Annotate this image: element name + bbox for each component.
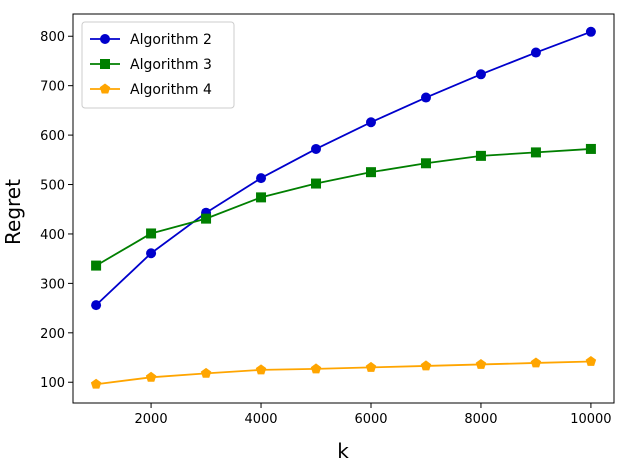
legend-marker-algorithm-3 [100,59,110,69]
algorithm-3-point-5000 [311,178,322,189]
algorithm-2-line [95,30,592,306]
algorithm-3-point-10000 [585,143,596,154]
x-tick-label-4000: 4000 [244,412,277,427]
x-tick-label-8000: 8000 [464,412,497,427]
algorithm-3-point-3000 [201,213,212,224]
algorithm-3-point-8000 [475,150,486,161]
y-axis-label: Regret [1,179,25,245]
x-axis-label: k [337,439,349,463]
algorithm-4-point-6000 [365,361,377,372]
algorithm-4-point-9000 [530,357,542,368]
algorithm-4-point-3000 [200,367,212,378]
y-tick-label-500: 500 [40,179,65,194]
x-tick-label-6000: 6000 [354,412,387,427]
algorithm-2-point-2000 [146,248,157,259]
algorithm-3-point-6000 [365,167,376,178]
algorithm-4-point-7000 [420,360,432,371]
x-tick-label-2000: 2000 [135,412,168,427]
algorithm-4-point-8000 [475,358,487,369]
algorithm-4-point-4000 [255,364,267,375]
y-tick-label-400: 400 [40,228,65,243]
y-tick-label-700: 700 [40,80,65,95]
algorithm-4-point-10000 [585,355,597,366]
y-tick-label-100: 100 [40,376,65,391]
algorithm-3-point-9000 [530,147,541,158]
algorithm-3-point-7000 [420,158,431,169]
legend-label-algorithm-4: Algorithm 4 [130,82,212,98]
algorithm-2-point-8000 [475,69,486,80]
algorithm-4-line [95,360,591,386]
legend-label-algorithm-2: Algorithm 2 [130,32,212,48]
algorithm-2-point-4000 [256,173,267,184]
y-tick-label-600: 600 [40,129,65,144]
algorithm-2-point-6000 [365,117,376,128]
algorithm-2-point-9000 [530,47,541,58]
legend-marker-algorithm-2 [100,34,110,44]
algorithm-3-line [95,148,591,267]
legend-label-algorithm-3: Algorithm 3 [130,57,212,73]
legend-marker-algorithm-4 [99,83,111,94]
algorithm-4-point-5000 [310,363,322,374]
algorithm-4-point-1000 [90,378,102,389]
y-tick-label-300: 300 [40,277,65,292]
legend: Algorithm 2 Algorithm 3 Algorithm 4 [81,21,235,109]
algorithm-3-point-1000 [91,260,102,271]
algorithm-4-point-2000 [145,371,157,382]
algorithm-3-point-4000 [256,192,267,203]
legend-box [81,21,235,109]
plot-area-frame [72,13,615,404]
y-tick-label-800: 800 [40,30,65,45]
algorithm-2-point-1000 [91,300,102,311]
y-tick-label-200: 200 [40,327,65,342]
plot-marks: 2000 4000 6000 8000 10000 100 200 300 400 500 600 7… [40,26,612,427]
x-tick-label-10000: 10000 [570,412,611,427]
algorithm-3-point-2000 [146,228,157,239]
algorithm-2-point-5000 [311,143,322,154]
algorithm-2-point-7000 [420,92,431,103]
algorithm-2-point-10000 [585,26,596,37]
